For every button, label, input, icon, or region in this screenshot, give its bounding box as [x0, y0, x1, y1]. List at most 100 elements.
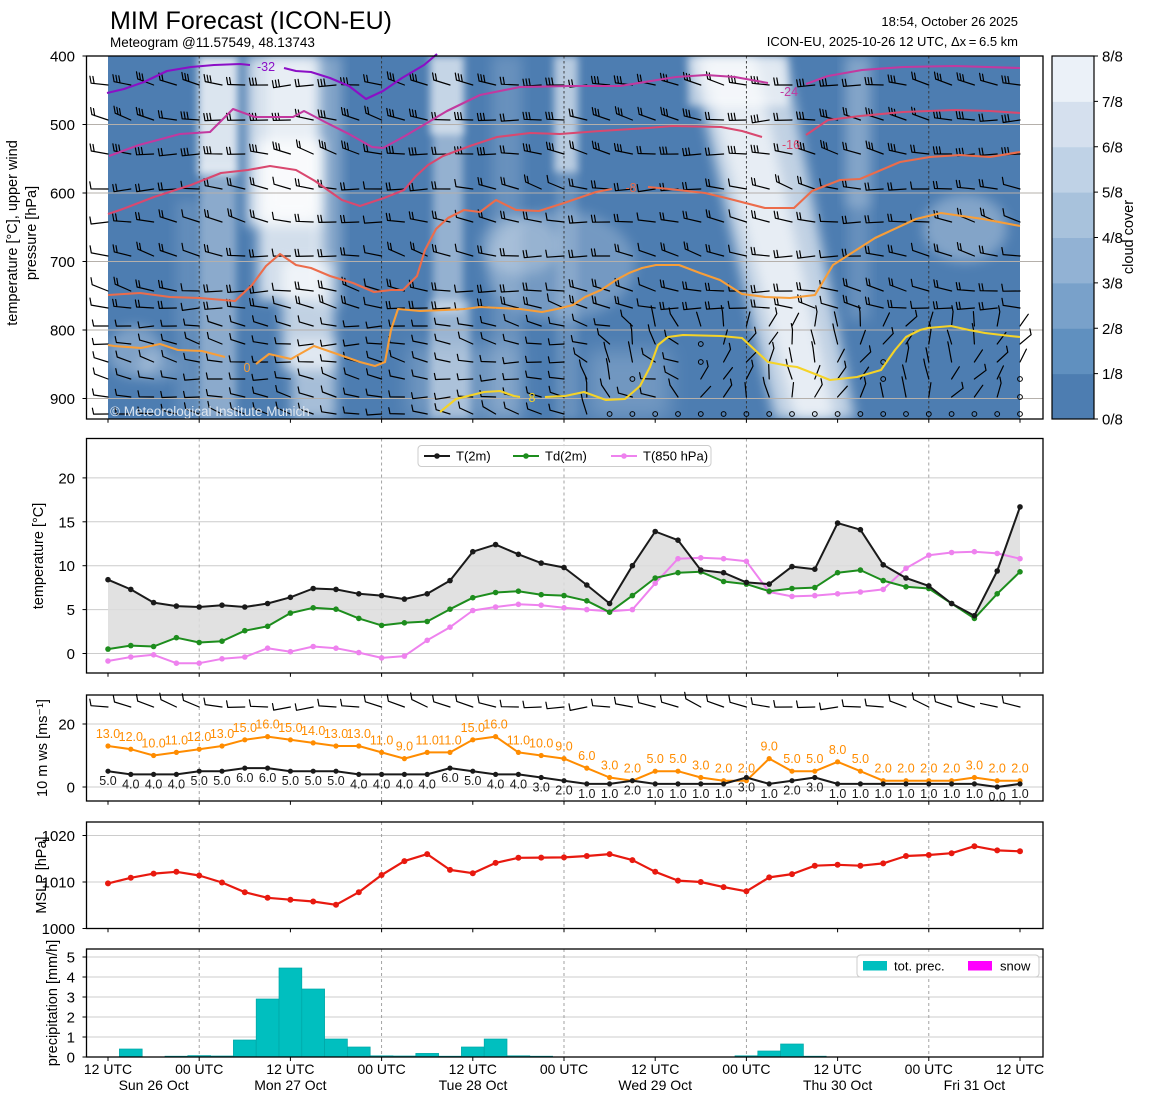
svg-text:12 UTC: 12 UTC — [813, 1061, 861, 1077]
svg-text:0: 0 — [67, 780, 75, 797]
svg-text:12 UTC: 12 UTC — [996, 1061, 1044, 1077]
svg-text:4.0: 4.0 — [419, 777, 436, 791]
svg-text:Mon 27 Oct: Mon 27 Oct — [254, 1077, 326, 1093]
svg-text:0.0: 0.0 — [989, 790, 1006, 804]
svg-text:Td(2m): Td(2m) — [545, 449, 587, 464]
svg-text:1.0: 1.0 — [897, 787, 914, 801]
svg-text:Wed 29 Oct: Wed 29 Oct — [618, 1077, 692, 1093]
svg-text:6.0: 6.0 — [441, 771, 458, 785]
svg-text:4.0: 4.0 — [122, 777, 139, 791]
svg-text:temperature [°C], upper wind: temperature [°C], upper wind — [5, 140, 21, 326]
svg-text:1.0: 1.0 — [715, 787, 732, 801]
svg-text:00 UTC: 00 UTC — [722, 1061, 770, 1077]
svg-text:4.0: 4.0 — [396, 777, 413, 791]
svg-text:5.0: 5.0 — [282, 774, 299, 788]
svg-text:1.0: 1.0 — [669, 787, 686, 801]
svg-text:11.0: 11.0 — [165, 733, 188, 747]
svg-text:Tue 28 Oct: Tue 28 Oct — [439, 1077, 508, 1093]
svg-text:5.0: 5.0 — [99, 774, 116, 788]
svg-text:1.0: 1.0 — [852, 787, 869, 801]
svg-text:1.0: 1.0 — [601, 787, 618, 801]
svg-text:10.0: 10.0 — [529, 737, 553, 751]
svg-text:-8: -8 — [625, 181, 636, 195]
svg-text:8.0: 8.0 — [829, 743, 846, 757]
svg-text:5.0: 5.0 — [464, 774, 481, 788]
svg-text:1.0: 1.0 — [829, 787, 846, 801]
svg-text:1010: 1010 — [42, 875, 75, 892]
svg-text:pressure [hPa]: pressure [hPa] — [24, 186, 40, 280]
svg-text:tot. prec.: tot. prec. — [894, 959, 945, 974]
svg-text:15.0: 15.0 — [233, 721, 257, 735]
svg-text:15.0: 15.0 — [461, 721, 485, 735]
svg-text:1.0: 1.0 — [692, 787, 709, 801]
svg-text:8: 8 — [529, 391, 536, 405]
svg-text:2.0: 2.0 — [738, 762, 755, 776]
svg-text:4.0: 4.0 — [510, 777, 527, 791]
svg-text:1.0: 1.0 — [578, 787, 595, 801]
svg-text:3.0: 3.0 — [966, 759, 983, 773]
svg-text:0: 0 — [67, 646, 75, 663]
svg-text:1.0: 1.0 — [875, 787, 892, 801]
svg-text:2.0: 2.0 — [989, 762, 1006, 776]
svg-text:18:54, October 26 2025: 18:54, October 26 2025 — [881, 14, 1018, 29]
svg-text:6.0: 6.0 — [236, 771, 253, 785]
svg-text:2.0: 2.0 — [624, 762, 641, 776]
svg-text:00 UTC: 00 UTC — [540, 1061, 588, 1077]
svg-text:1.0: 1.0 — [761, 787, 778, 801]
svg-text:-24: -24 — [780, 85, 798, 99]
svg-text:9.0: 9.0 — [555, 740, 572, 754]
svg-text:14.0: 14.0 — [301, 724, 325, 738]
svg-text:© Meteorological Institute Mun: © Meteorological Institute Munich — [110, 404, 310, 419]
svg-text:12 UTC: 12 UTC — [449, 1061, 497, 1077]
svg-text:5.0: 5.0 — [305, 774, 322, 788]
svg-text:6.0: 6.0 — [259, 771, 276, 785]
svg-text:Sun 26 Oct: Sun 26 Oct — [119, 1077, 189, 1093]
svg-text:1.0: 1.0 — [647, 787, 664, 801]
svg-text:10: 10 — [58, 558, 75, 575]
svg-text:7/8: 7/8 — [1102, 94, 1123, 111]
svg-text:0: 0 — [244, 361, 251, 375]
svg-text:3.0: 3.0 — [601, 759, 618, 773]
svg-text:13.0: 13.0 — [347, 727, 371, 741]
svg-text:5.0: 5.0 — [852, 752, 869, 766]
svg-text:20: 20 — [58, 717, 75, 734]
svg-text:2.0: 2.0 — [715, 762, 732, 776]
svg-text:3.0: 3.0 — [533, 781, 550, 795]
svg-text:6/8: 6/8 — [1102, 139, 1123, 156]
svg-text:1/8: 1/8 — [1102, 366, 1123, 383]
svg-text:1020: 1020 — [42, 828, 75, 845]
svg-text:700: 700 — [50, 254, 75, 271]
svg-text:3: 3 — [67, 990, 75, 1007]
svg-text:15: 15 — [58, 514, 75, 531]
svg-text:4.0: 4.0 — [168, 777, 185, 791]
svg-text:4.0: 4.0 — [487, 777, 504, 791]
svg-text:2.0: 2.0 — [624, 784, 641, 798]
svg-text:12 UTC: 12 UTC — [631, 1061, 679, 1077]
svg-text:precipitation [mm/h]: precipitation [mm/h] — [45, 940, 61, 1067]
svg-text:600: 600 — [50, 186, 75, 203]
svg-text:800: 800 — [50, 323, 75, 340]
svg-text:00 UTC: 00 UTC — [175, 1061, 223, 1077]
svg-text:-32: -32 — [257, 60, 275, 74]
svg-text:13.0: 13.0 — [210, 727, 234, 741]
svg-text:3/8: 3/8 — [1102, 275, 1123, 292]
svg-text:2.0: 2.0 — [555, 784, 572, 798]
svg-text:T(2m): T(2m) — [456, 449, 491, 464]
svg-text:5.0: 5.0 — [783, 752, 800, 766]
svg-text:1.0: 1.0 — [943, 787, 960, 801]
svg-text:2/8: 2/8 — [1102, 321, 1123, 338]
svg-text:9.0: 9.0 — [396, 740, 413, 754]
svg-text:cloud cover: cloud cover — [1121, 200, 1137, 274]
svg-text:15.0: 15.0 — [278, 721, 302, 735]
svg-text:ICON-EU, 2025-10-26 12 UTC, Δx: ICON-EU, 2025-10-26 12 UTC, Δx = 6.5 km — [767, 34, 1018, 49]
svg-text:4: 4 — [67, 970, 75, 987]
svg-text:5.0: 5.0 — [191, 774, 208, 788]
svg-text:2: 2 — [67, 1010, 75, 1027]
svg-text:Fri 31 Oct: Fri 31 Oct — [944, 1077, 1006, 1093]
svg-text:1.0: 1.0 — [1011, 787, 1028, 801]
svg-text:5: 5 — [67, 950, 75, 967]
svg-text:5.0: 5.0 — [806, 752, 823, 766]
svg-text:8/8: 8/8 — [1102, 49, 1123, 66]
svg-text:2.0: 2.0 — [875, 762, 892, 776]
svg-text:Thu 30 Oct: Thu 30 Oct — [803, 1077, 872, 1093]
